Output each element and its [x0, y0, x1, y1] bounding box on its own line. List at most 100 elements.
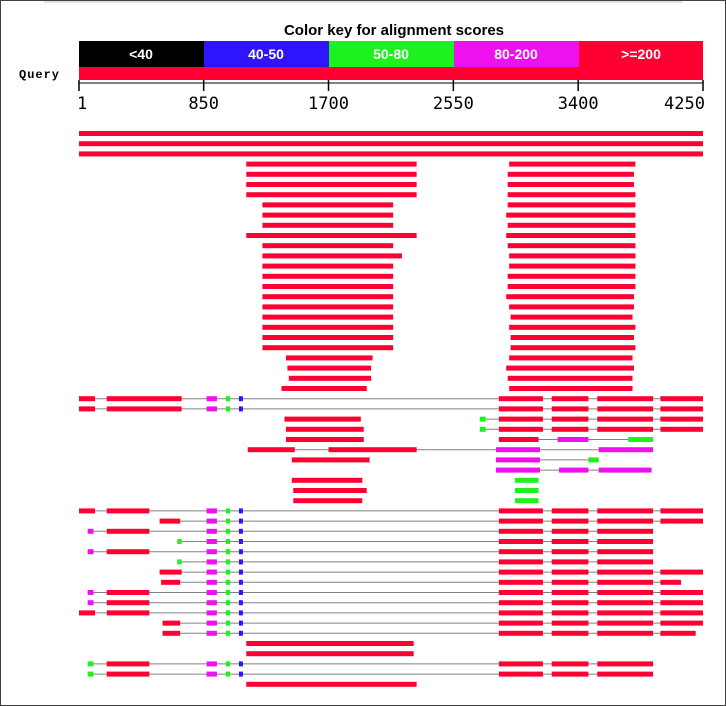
hit-segment[interactable]: [551, 610, 589, 616]
hit-segment[interactable]: [238, 620, 243, 626]
hit-segment[interactable]: [506, 212, 636, 218]
hit-segment[interactable]: [551, 416, 589, 422]
hit-segment[interactable]: [551, 590, 589, 595]
hit-segment[interactable]: [262, 304, 394, 310]
hit-segment[interactable]: [285, 355, 373, 361]
hit-segment[interactable]: [225, 661, 231, 667]
hit-segment[interactable]: [206, 661, 217, 667]
hit-segment[interactable]: [238, 528, 243, 534]
alignment-hit-row[interactable]: [246, 171, 634, 177]
hit-segment[interactable]: [498, 528, 543, 534]
hit-segment[interactable]: [498, 569, 543, 575]
hit-segment[interactable]: [262, 345, 394, 351]
hit-segment[interactable]: [106, 528, 150, 534]
alignment-hit-row[interactable]: [177, 539, 654, 544]
hit-segment[interactable]: [328, 447, 417, 453]
hit-segment[interactable]: [597, 610, 654, 616]
hit-segment[interactable]: [293, 498, 363, 504]
hit-segment[interactable]: [498, 590, 543, 595]
hit-segment[interactable]: [597, 630, 654, 636]
hit-segment[interactable]: [238, 406, 243, 412]
hit-segment[interactable]: [238, 549, 243, 555]
hit-segment[interactable]: [498, 508, 543, 514]
alignment-hit-row[interactable]: [293, 498, 539, 504]
hit-segment[interactable]: [238, 396, 243, 402]
hit-segment[interactable]: [262, 273, 394, 279]
hit-segment[interactable]: [159, 569, 182, 575]
hit-segment[interactable]: [509, 386, 633, 391]
hit-segment[interactable]: [206, 508, 217, 514]
hit-segment[interactable]: [79, 610, 96, 616]
hit-segment[interactable]: [509, 263, 636, 269]
hit-segment[interactable]: [551, 508, 589, 514]
hit-segment[interactable]: [206, 559, 217, 565]
alignment-hit-row[interactable]: [159, 569, 703, 575]
hit-segment[interactable]: [87, 671, 94, 677]
hit-segment[interactable]: [498, 600, 543, 606]
hit-segment[interactable]: [79, 508, 96, 514]
hit-segment[interactable]: [660, 630, 696, 636]
hit-segment[interactable]: [225, 590, 231, 595]
alignment-hit-row[interactable]: [287, 365, 634, 371]
hit-segment[interactable]: [162, 630, 181, 636]
hit-segment[interactable]: [106, 661, 150, 667]
alignment-hit-row[interactable]: [87, 671, 654, 677]
hit-segment[interactable]: [515, 477, 539, 483]
alignment-hit-row[interactable]: [246, 182, 634, 187]
alignment-hit-row[interactable]: [262, 314, 633, 320]
hit-segment[interactable]: [660, 569, 703, 575]
hit-segment[interactable]: [246, 681, 417, 687]
hit-segment[interactable]: [281, 386, 367, 391]
alignment-hit-row[interactable]: [262, 263, 636, 269]
hit-segment[interactable]: [106, 396, 182, 402]
alignment-hit-row[interactable]: [79, 131, 703, 136]
hit-segment[interactable]: [597, 528, 654, 534]
hit-segment[interactable]: [507, 243, 636, 249]
alignment-hit-row[interactable]: [87, 661, 654, 667]
hit-segment[interactable]: [225, 539, 231, 544]
hit-segment[interactable]: [510, 345, 636, 351]
hit-segment[interactable]: [262, 212, 394, 218]
hit-segment[interactable]: [660, 396, 703, 402]
hit-segment[interactable]: [509, 161, 636, 167]
hit-segment[interactable]: [498, 549, 543, 555]
hit-segment[interactable]: [106, 600, 150, 606]
hit-segment[interactable]: [510, 335, 634, 340]
hit-segment[interactable]: [551, 406, 589, 412]
hit-segment[interactable]: [507, 375, 633, 381]
hit-segment[interactable]: [598, 467, 652, 473]
hit-segment[interactable]: [557, 437, 589, 442]
hit-segment[interactable]: [507, 182, 634, 187]
hit-segment[interactable]: [87, 661, 94, 667]
hit-segment[interactable]: [206, 579, 217, 585]
alignment-hit-row[interactable]: [262, 243, 636, 249]
alignment-hit-row[interactable]: [162, 620, 703, 626]
hit-segment[interactable]: [498, 437, 539, 442]
hit-segment[interactable]: [498, 406, 543, 412]
hit-segment[interactable]: [495, 457, 540, 463]
alignment-hit-row[interactable]: [246, 681, 417, 687]
alignment-hit-row[interactable]: [247, 447, 654, 453]
hit-segment[interactable]: [79, 406, 96, 412]
hit-segment[interactable]: [87, 549, 94, 555]
hit-segment[interactable]: [79, 141, 703, 147]
hit-segment[interactable]: [479, 426, 486, 432]
hit-segment[interactable]: [225, 569, 231, 575]
hit-segment[interactable]: [106, 406, 182, 412]
hit-segment[interactable]: [238, 579, 243, 585]
hit-segment[interactable]: [246, 233, 417, 238]
hit-segment[interactable]: [498, 396, 543, 402]
hit-segment[interactable]: [498, 661, 543, 667]
hit-segment[interactable]: [498, 579, 543, 585]
hit-segment[interactable]: [660, 600, 703, 606]
hit-segment[interactable]: [238, 610, 243, 616]
hit-segment[interactable]: [106, 549, 150, 555]
hit-segment[interactable]: [79, 396, 96, 402]
hit-segment[interactable]: [262, 284, 394, 289]
hit-segment[interactable]: [597, 549, 654, 555]
hit-segment[interactable]: [498, 426, 543, 432]
hit-segment[interactable]: [498, 630, 543, 636]
hit-segment[interactable]: [206, 396, 217, 402]
alignment-hit-row[interactable]: [262, 222, 636, 228]
hit-segment[interactable]: [506, 365, 634, 371]
